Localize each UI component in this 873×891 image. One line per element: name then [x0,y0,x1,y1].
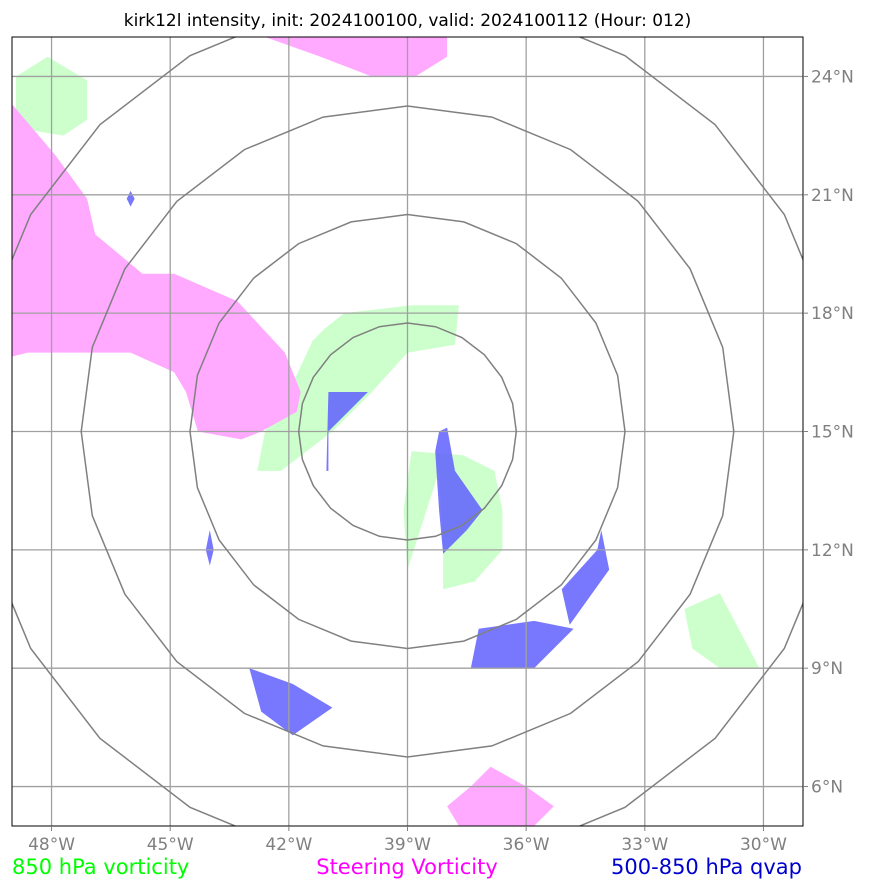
legend-entry: 500-850 hPa qvap [611,855,802,879]
region-steering-vorticity [265,37,448,77]
region-500-850-hpa-qvap [126,190,135,207]
x-tick-label: 39°W [384,835,431,855]
region-500-850-hpa-qvap [249,668,333,736]
legend-entry: Steering Vorticity [316,855,498,879]
range-ring [297,322,518,541]
region-500-850-hpa-qvap [205,530,214,566]
y-tick-label: 9°N [811,659,843,679]
legend-entry: 850 hPa vorticity [12,855,189,879]
x-tick-label: 42°W [265,835,312,855]
range-ring [12,37,803,826]
x-tick-label: 45°W [147,835,194,855]
y-tick-label: 18°N [811,304,854,324]
region-steering-vorticity [12,104,301,440]
gridlines [12,37,803,826]
region-500-850-hpa-qvap [326,392,368,471]
region-500-850-hpa-qvap [561,530,610,625]
y-tick-label: 15°N [811,423,854,443]
x-tick-label: 48°W [28,835,75,855]
x-axis: 48°W 45°W 42°W 39°W 36°W 33°W 30°W [28,826,787,855]
chart-title: kirk12l intensity, init: 2024100100, val… [124,11,692,31]
x-tick-label: 30°W [740,835,787,855]
region-850-hpa-vorticity [257,305,459,471]
range-ring [189,213,626,650]
y-axis: 24°N 21°N 18°N 15°N 12°N 9°N 6°N [803,67,854,798]
x-tick-label: 33°W [621,835,668,855]
map-fills [12,37,760,826]
y-tick-label: 6°N [811,778,843,798]
region-500-850-hpa-qvap [470,620,574,669]
region-500-850-hpa-qvap [435,427,483,554]
region-steering-vorticity [447,766,554,826]
y-tick-label: 24°N [811,67,854,87]
range-ring [80,105,735,758]
y-tick-label: 12°N [811,541,854,561]
legend: 850 hPa vorticity Steering Vorticity 500-8… [12,855,802,879]
region-850-hpa-vorticity [684,593,760,669]
y-tick-label: 21°N [811,186,854,206]
x-tick-label: 36°W [503,835,550,855]
range-rings [12,37,803,826]
